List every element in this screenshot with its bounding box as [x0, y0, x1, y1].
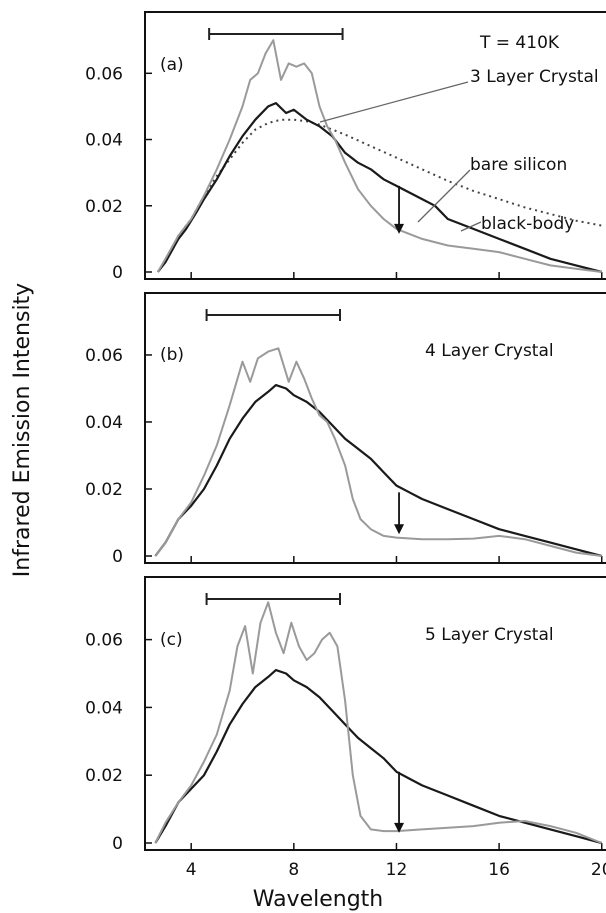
y-tick-label: 0.06: [85, 346, 123, 366]
y-tick-label: 0.06: [85, 631, 123, 651]
series-line-bare-silicon: [154, 384, 602, 558]
panel-letter: (b): [160, 345, 184, 365]
y-tick-label: 0.02: [85, 766, 123, 786]
x-tick-label: 4: [186, 860, 197, 880]
y-tick-label: 0.04: [85, 413, 123, 433]
panel-frame: [144, 292, 606, 564]
x-tick-label: 12: [386, 860, 408, 880]
blackbody-label: black-body: [481, 214, 574, 234]
leader-line: [319, 81, 469, 123]
y-tick-label: 0.02: [85, 480, 123, 500]
crystal-label: 5 Layer Crystal: [425, 625, 554, 645]
arrow-head: [394, 223, 405, 234]
series-line-4-layer-crystal: [154, 347, 602, 557]
leader-line: [460, 221, 482, 232]
y-tick-label: 0: [112, 263, 123, 283]
bare-label: bare silicon: [470, 155, 567, 175]
series-line-black-body: [159, 118, 602, 270]
arrow-head: [394, 822, 405, 833]
panel-letter: (c): [160, 630, 183, 650]
crystal-label: 4 Layer Crystal: [425, 341, 554, 361]
y-tick-label: 0.06: [85, 64, 123, 84]
panel-frame: [144, 11, 606, 280]
y-tick-label: 0.04: [85, 131, 123, 151]
panel-frame: [144, 576, 606, 851]
y-tick-label: 0: [112, 834, 123, 854]
panel-letter: (a): [160, 55, 184, 75]
panel-b: 0 0.02 0.04 0.06 (b) 4 Layer Crystal: [85, 292, 606, 567]
leader-line: [417, 169, 471, 223]
y-tick-label: 0: [112, 547, 123, 567]
temperature-label: T = 410K: [479, 33, 560, 53]
x-tick-label: 20: [591, 860, 606, 880]
x-tick-label: 16: [488, 860, 510, 880]
y-axis-title: Infrared Emission Intensity: [10, 283, 35, 577]
series-line-bare-silicon: [154, 668, 602, 845]
y-tick-label: 0.04: [85, 698, 123, 718]
panels: 0 0.02 0.04 0.06 (a) 3 Layer Crystal T = 410K b…: [85, 11, 606, 880]
panel-a: 0 0.02 0.04 0.06 (a) 3 Layer Crystal T = 410K b…: [85, 11, 606, 283]
crystal-label: 3 Layer Crystal: [470, 67, 599, 87]
arrow-head: [394, 524, 405, 535]
x-tick-label: 8: [288, 860, 299, 880]
series-line-3-layer-crystal: [156, 39, 602, 273]
series-line-5-layer-crystal: [154, 601, 603, 844]
x-axis-title: Wavelength: [253, 887, 384, 912]
y-tick-label: 0.02: [85, 197, 123, 217]
series-line-bare-silicon: [156, 101, 602, 274]
panel-c: 0 0.02 0.04 0.06 4 8 12 16 20 (c) 5 Layer Crystal: [85, 576, 606, 880]
